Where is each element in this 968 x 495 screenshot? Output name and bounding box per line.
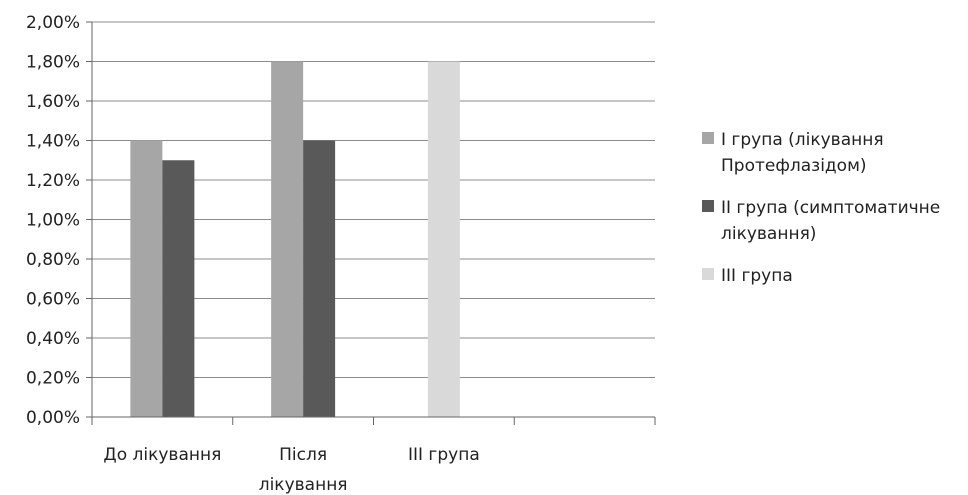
bar [303, 140, 336, 417]
legend-label: II група (симптоматичне [721, 198, 940, 218]
bar [271, 61, 304, 417]
bar [427, 61, 460, 417]
legend-label: Протефлазідом) [721, 156, 867, 176]
y-tick-label: 0,80% [26, 250, 80, 270]
legend-label: лікування) [721, 224, 816, 244]
y-tick-label: 1,60% [26, 92, 80, 112]
y-tick-label: 1,00% [26, 211, 80, 231]
legend-label: III група [721, 266, 793, 286]
legend-swatch [702, 132, 714, 144]
x-category-label: Після [279, 445, 327, 465]
y-tick-label: 0,00% [26, 408, 80, 428]
y-tick-label: 1,40% [26, 132, 80, 152]
legend-swatch [702, 200, 714, 212]
y-tick-label: 2,00% [26, 13, 80, 33]
y-tick-label: 0,20% [26, 369, 80, 389]
bar [162, 160, 195, 417]
y-axis-tick-labels: 0,00% 0,20% 0,40% 0,60% 0,80% 1,00% 1,20% 1,40%… [26, 13, 80, 428]
legend-label: I група (лікування [721, 130, 884, 150]
legend: I група (лікування Протефлазідом) II група… [702, 130, 940, 286]
bar [130, 140, 163, 417]
y-tick-label: 1,80% [26, 53, 80, 73]
y-tick-label: 0,60% [26, 290, 80, 310]
legend-swatch [702, 268, 714, 280]
y-tick-label: 0,40% [26, 329, 80, 349]
axes [86, 21, 656, 425]
bars [130, 61, 460, 417]
x-category-label: До лікування [103, 445, 221, 465]
x-category-label: III група [408, 445, 480, 465]
y-tick-label: 1,20% [26, 171, 80, 191]
x-category-label: лікування [259, 475, 348, 495]
x-axis-category-labels: До лікування Після лікування III група [103, 445, 479, 495]
